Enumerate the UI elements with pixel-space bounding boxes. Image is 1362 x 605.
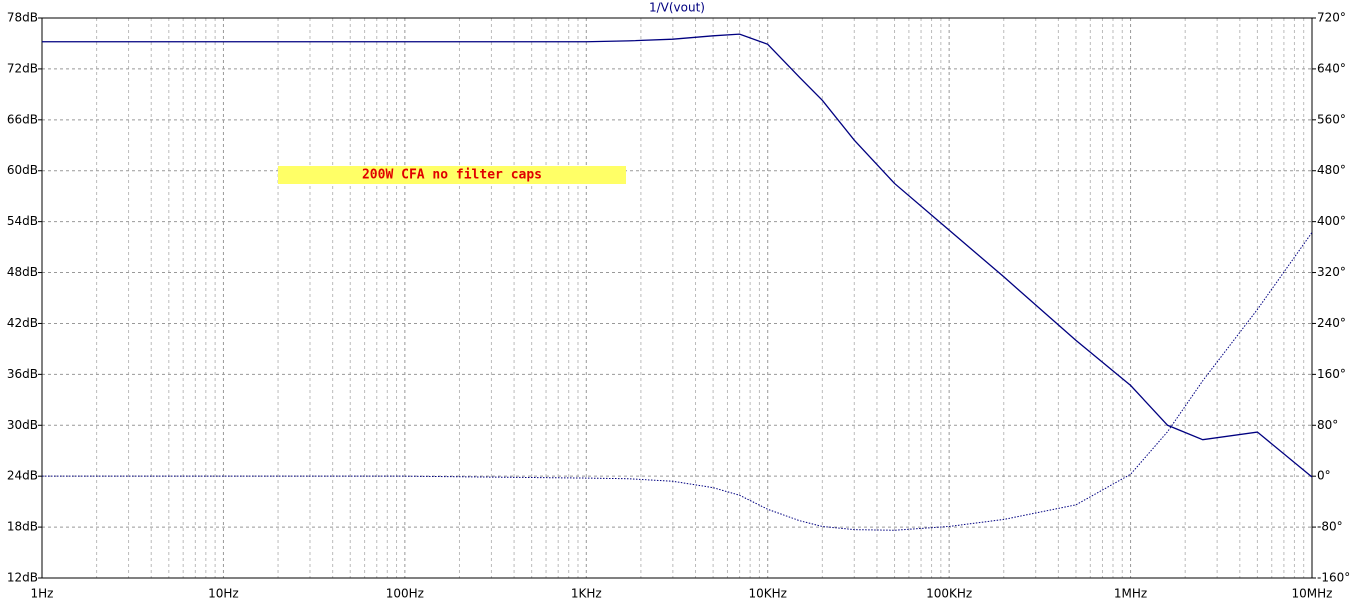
x-tick-label: 10MHz [1292,587,1333,601]
y2-tick-label: 480° [1317,163,1346,177]
annotation-background [278,166,626,184]
y-tick-label: 18dB [7,520,38,534]
x-tick-label: 10KHz [748,587,786,601]
y-tick-label: 60dB [7,163,38,177]
y2-tick-label: 640° [1317,61,1346,75]
y-tick-label: 54dB [7,214,38,228]
y2-tick-label: 240° [1317,316,1346,330]
y-tick-label: 12dB [7,571,38,585]
y-tick-label: 24dB [7,469,38,483]
y2-tick-label: 80° [1317,418,1338,432]
y-tick-label: 72dB [7,61,38,75]
y-tick-label: 42dB [7,316,38,330]
y2-tick-label: 160° [1317,367,1346,381]
series-line [42,33,1313,478]
plot-border [41,17,1313,579]
y2-tick-label: 720° [1317,11,1346,25]
plot-area [41,17,1313,579]
y2-tick-label: 0° [1317,469,1331,483]
chart-title: 1/V(vout) [649,1,705,15]
x-tick-label: 1MHz [1114,587,1147,601]
x-tick-label: 10Hz [208,587,239,601]
y2-tick-label: -160° [1317,571,1350,585]
y-tick-label: 66dB [7,112,38,126]
x-tick-label: 1Hz [31,587,54,601]
y-tick-label: 30dB [7,418,38,432]
y-tick-label: 78dB [7,11,38,25]
series-line [42,232,1313,531]
y2-tick-label: 320° [1317,265,1346,279]
x-tick-label: 1KHz [571,587,602,601]
x-tick-label: 100KHz [926,587,972,601]
y2-tick-label: 400° [1317,214,1346,228]
annotation: 200W CFA no filter caps [362,168,542,183]
y-tick-label: 48dB [7,265,38,279]
y2-tick-label: -80° [1317,520,1343,534]
y-tick-label: 36dB [7,367,38,381]
x-tick-label: 100Hz [386,587,424,601]
y2-tick-label: 560° [1317,112,1346,126]
